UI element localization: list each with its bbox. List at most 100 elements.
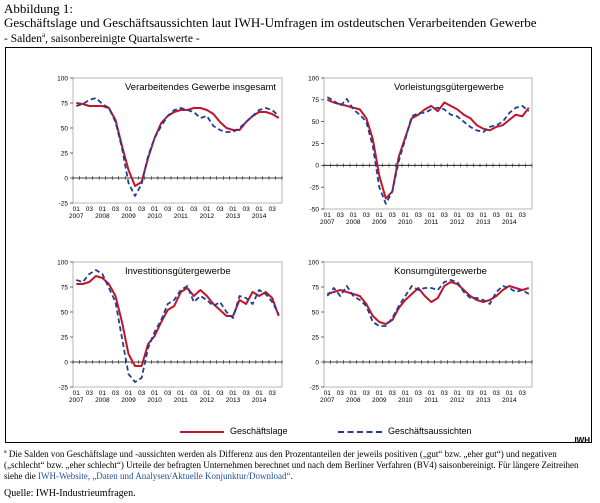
x-year-label: 2011 <box>174 397 188 404</box>
series-line-geschaeftsaussichten <box>76 97 280 197</box>
x-quarter-label: 01 <box>428 212 436 219</box>
subtitle-footnote-marker: a <box>42 31 46 39</box>
x-year-label: 2009 <box>121 213 136 220</box>
chart-panel-1: -25 0 25 50 75 100 01 03 01 03 01 03 01 03 01 03 01 03 01 0… <box>57 75 283 220</box>
x-quarter-label: 03 <box>337 390 345 397</box>
iwh-logo: IWH <box>574 436 590 445</box>
chart-panel-3: -25 0 25 50 75 100 01 03 01 03 01 03 01 03 01 03 01 03 01 0… <box>57 259 283 404</box>
chart-frame <box>5 47 592 443</box>
x-quarter-label: 03 <box>216 206 224 213</box>
y-tick-label: 25 <box>312 334 320 341</box>
x-quarter-label: 03 <box>389 212 397 219</box>
x-quarter-label: 03 <box>415 390 423 397</box>
x-quarter-label: 01 <box>177 390 185 397</box>
plot-area <box>72 261 283 388</box>
x-quarter-label: 01 <box>73 206 81 213</box>
x-quarter-label: 03 <box>164 390 172 397</box>
legend-lage-label: Geschäftslage <box>230 426 288 436</box>
footnote-marker: a <box>4 449 7 455</box>
legend-aussichten: Geschäftsaussichten <box>338 426 472 436</box>
x-quarter-label: 03 <box>467 212 475 219</box>
x-quarter-label: 03 <box>242 390 250 397</box>
x-quarter-label: 01 <box>376 212 384 219</box>
x-quarter-label: 03 <box>467 390 475 397</box>
y-tick-label: 100 <box>308 75 319 82</box>
x-quarter-label: 03 <box>86 206 94 213</box>
x-quarter-label: 03 <box>112 390 120 397</box>
x-quarter-label: 03 <box>216 390 224 397</box>
x-year-label: 2013 <box>476 219 491 226</box>
x-year-label: 2007 <box>320 219 335 226</box>
x-quarter-label: 01 <box>376 390 384 397</box>
x-quarter-label: 03 <box>164 206 172 213</box>
x-quarter-label: 01 <box>203 390 211 397</box>
series-line-geschaeftslage <box>76 275 280 367</box>
x-quarter-label: 01 <box>480 212 488 219</box>
y-tick-label: 100 <box>57 259 68 266</box>
x-year-label: 2007 <box>69 213 84 220</box>
x-quarter-label: 03 <box>363 212 371 219</box>
x-year-label: 2008 <box>95 213 110 220</box>
y-tick-label: 25 <box>61 334 69 341</box>
panel-title: Verarbeitendes Gewerbe insgesamt <box>125 82 276 93</box>
y-tick-label: 25 <box>61 150 69 157</box>
x-quarter-label: 01 <box>256 206 264 213</box>
x-quarter-label: 01 <box>177 206 185 213</box>
x-year-label: 2008 <box>346 219 361 226</box>
y-tick-label: 0 <box>64 359 68 366</box>
y-tick-label: -25 <box>59 384 69 391</box>
x-year-label: 2012 <box>200 213 215 220</box>
x-quarter-label: 03 <box>519 390 527 397</box>
x-year-label: 2007 <box>320 397 335 404</box>
panel-title: Investitionsgütergewerbe <box>125 266 231 277</box>
footnote: a Die Salden von Geschäftslage und -auss… <box>4 447 594 482</box>
x-year-label: 2010 <box>147 213 162 220</box>
y-tick-label: 75 <box>61 100 69 107</box>
x-quarter-label: 01 <box>99 390 107 397</box>
x-year-label: 2012 <box>450 397 465 404</box>
y-tick-label: -25 <box>59 200 69 207</box>
x-year-label: 2012 <box>450 219 465 226</box>
series-line-geschaeftsaussichten <box>326 279 530 327</box>
x-year-label: 2012 <box>200 397 215 404</box>
x-quarter-label: 03 <box>493 390 501 397</box>
x-quarter-label: 03 <box>242 206 250 213</box>
y-tick-label: 75 <box>312 97 320 104</box>
y-tick-label: 50 <box>312 309 320 316</box>
panel-title: Konsumgütergewerbe <box>394 266 487 277</box>
chart-panel-2: -50 -25 0 25 50 75 100 01 03 01 03 01 03 01 03 01 03 01 03… <box>308 75 533 226</box>
footnote-link[interactable]: IWH-Website, „Daten und Analysen/Aktuell… <box>38 471 291 481</box>
legend-aussichten-swatch <box>338 430 382 433</box>
x-year-label: 2010 <box>147 397 162 404</box>
legend-lage-swatch <box>180 430 224 433</box>
y-tick-label: 50 <box>312 119 320 126</box>
x-quarter-label: 03 <box>138 206 146 213</box>
x-quarter-label: 01 <box>454 390 462 397</box>
plot-area <box>72 77 283 204</box>
x-year-label: 2014 <box>502 219 517 226</box>
x-year-label: 2010 <box>398 219 413 226</box>
plot-area <box>323 77 533 210</box>
y-tick-label: 50 <box>61 125 69 132</box>
x-quarter-label: 01 <box>203 206 211 213</box>
x-quarter-label: 01 <box>428 390 436 397</box>
x-quarter-label: 03 <box>190 390 198 397</box>
footnote-text: Die Salden von Geschäftslage und -aussic… <box>4 449 579 481</box>
series-line-geschaeftslage <box>76 102 280 187</box>
subtitle-text: - Salden <box>4 32 43 45</box>
x-quarter-label: 01 <box>324 212 332 219</box>
x-quarter-label: 01 <box>229 206 237 213</box>
x-year-label: 2013 <box>226 397 241 404</box>
y-tick-label: 0 <box>64 175 68 182</box>
x-year-label: 2007 <box>69 397 84 404</box>
x-year-label: 2011 <box>424 219 438 226</box>
y-tick-label: 75 <box>61 284 69 291</box>
x-year-label: 2008 <box>346 397 361 404</box>
x-quarter-label: 03 <box>519 212 527 219</box>
y-tick-label: -50 <box>310 206 320 213</box>
x-quarter-label: 01 <box>324 390 332 397</box>
x-quarter-label: 01 <box>402 212 410 219</box>
x-quarter-label: 03 <box>441 390 449 397</box>
legend-lage: Geschäftslage <box>180 426 288 436</box>
